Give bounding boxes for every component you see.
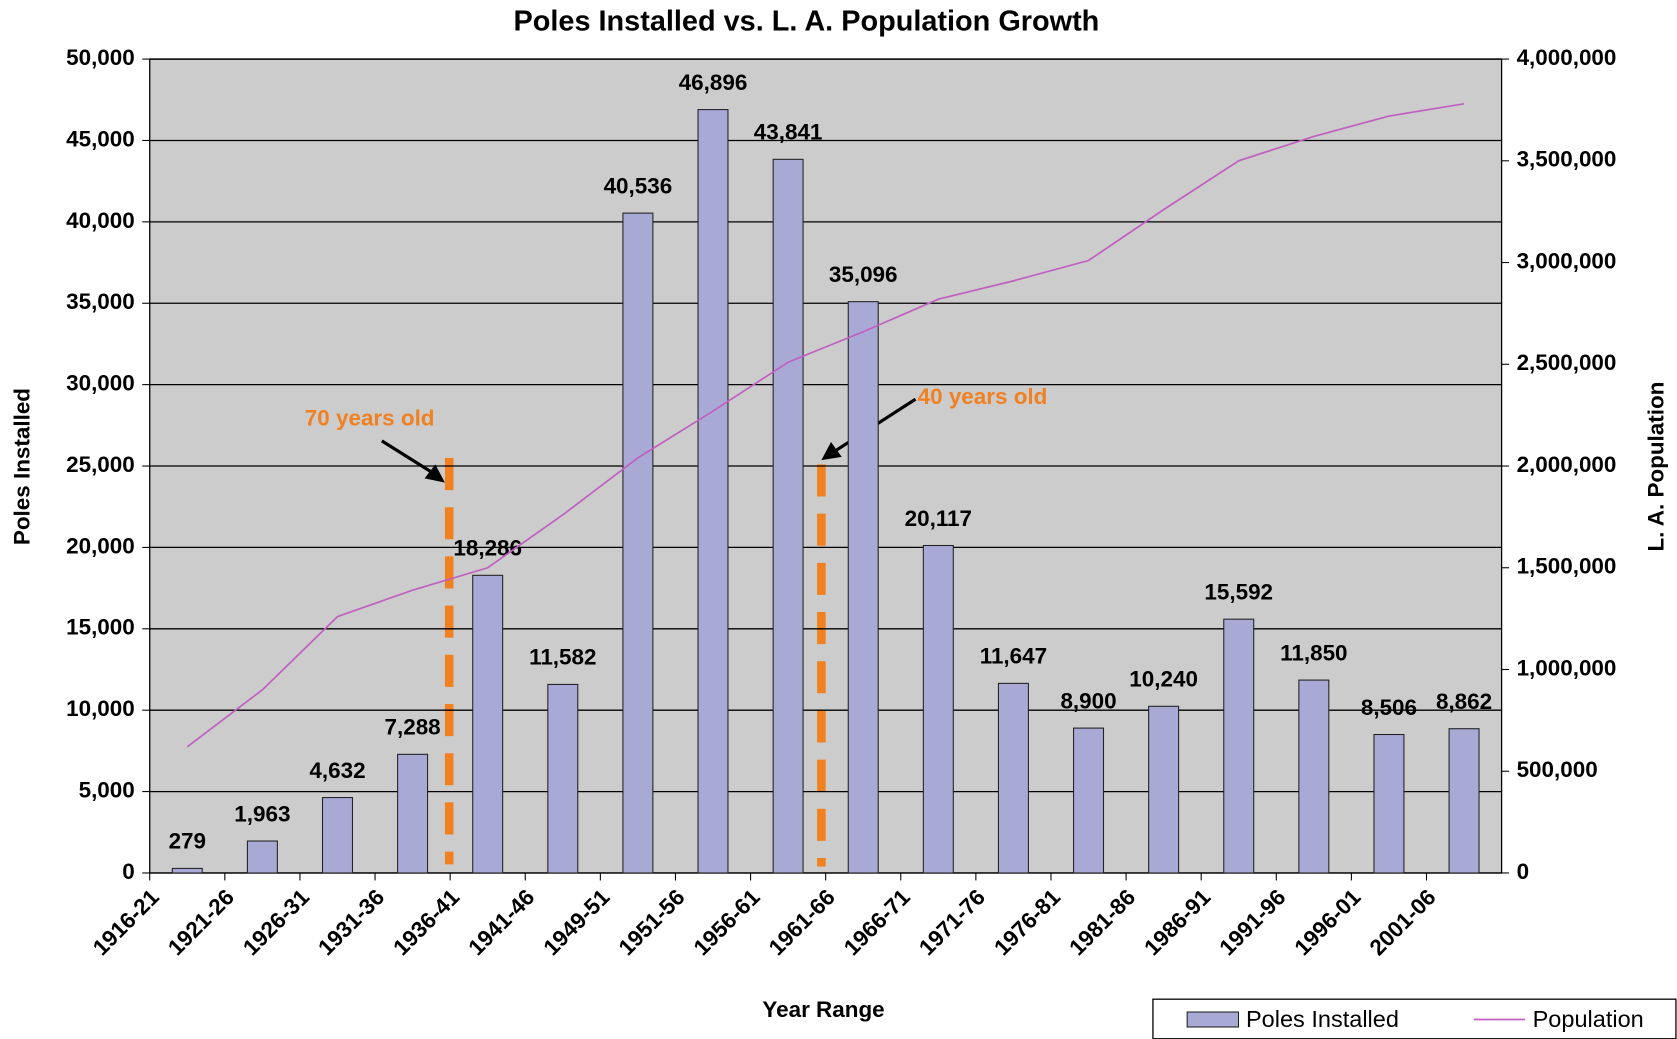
x-tick-label: 1936-41 bbox=[388, 884, 464, 960]
y2-axis-title: L. A. Population bbox=[1644, 382, 1669, 552]
bar bbox=[1373, 733, 1405, 874]
y-tick-label: 10,000 bbox=[66, 696, 135, 721]
y2-tick-label: 0 bbox=[1517, 859, 1529, 884]
x-tick-label: 1976-81 bbox=[989, 884, 1065, 960]
data-label: 8,900 bbox=[1060, 688, 1116, 713]
data-label: 18,286 bbox=[453, 536, 522, 561]
bar bbox=[697, 109, 729, 874]
x-tick-label: 1921-26 bbox=[163, 884, 239, 960]
y-tick-label: 40,000 bbox=[66, 208, 135, 233]
legend: Poles Installed Population bbox=[1152, 998, 1677, 1039]
y-tick-label: 20,000 bbox=[66, 533, 135, 558]
bar bbox=[1298, 679, 1330, 874]
y-tick-label: 35,000 bbox=[66, 289, 135, 314]
y-axis-title: Poles Installed bbox=[9, 388, 34, 545]
x-tick-label: 1981-86 bbox=[1064, 884, 1140, 960]
bar bbox=[622, 212, 654, 874]
bar bbox=[772, 158, 804, 874]
x-tick-label: 1961-66 bbox=[764, 884, 840, 960]
x-tick-label: 1916-21 bbox=[88, 884, 164, 960]
legend-label: Poles Installed bbox=[1246, 1006, 1399, 1032]
y2-tick-label: 500,000 bbox=[1517, 757, 1598, 782]
bar bbox=[997, 682, 1029, 874]
x-tick-label: 1966-71 bbox=[839, 884, 915, 960]
annotation: 70 years old bbox=[305, 405, 435, 430]
chart-title: Poles Installed vs. L. A. Population Gro… bbox=[514, 5, 1100, 37]
y2-tick-label: 2,500,000 bbox=[1517, 350, 1617, 375]
y-tick-label: 25,000 bbox=[66, 452, 135, 477]
bar bbox=[922, 544, 954, 874]
y-tick-label: 5,000 bbox=[79, 778, 135, 803]
y-tick-label: 50,000 bbox=[66, 45, 135, 70]
legend-swatch bbox=[1186, 1011, 1240, 1028]
x-axis-title: Year Range bbox=[762, 997, 884, 1022]
data-label: 7,288 bbox=[385, 715, 441, 740]
data-label: 20,117 bbox=[905, 506, 972, 531]
x-tick-label: 1926-31 bbox=[238, 884, 314, 960]
data-label: 8,506 bbox=[1361, 695, 1417, 720]
bar bbox=[1073, 727, 1105, 874]
y-tick-label: 45,000 bbox=[66, 126, 135, 151]
y2-tick-label: 3,000,000 bbox=[1517, 248, 1617, 273]
data-label: 279 bbox=[169, 829, 206, 854]
data-label: 35,096 bbox=[829, 262, 898, 287]
legend-label: Population bbox=[1533, 1006, 1644, 1032]
line bbox=[186, 102, 1465, 748]
data-label: 8,862 bbox=[1436, 689, 1492, 714]
legend-box bbox=[1152, 998, 1677, 1039]
y2-tick-label: 2,000,000 bbox=[1517, 452, 1617, 477]
data-label: 46,896 bbox=[679, 70, 748, 95]
data-label: 11,582 bbox=[529, 645, 596, 670]
data-label: 10,240 bbox=[1129, 667, 1198, 692]
arrow-head bbox=[424, 464, 445, 483]
data-label: 4,632 bbox=[309, 758, 365, 783]
bar bbox=[321, 797, 353, 874]
data-label: 11,647 bbox=[980, 644, 1047, 669]
x-tick-label: 1996-01 bbox=[1290, 884, 1366, 960]
annotations: 70 years old 40 years old bbox=[305, 384, 1048, 867]
data-label: 40,536 bbox=[604, 173, 673, 198]
bar bbox=[547, 683, 579, 874]
data-label: 11,850 bbox=[1280, 640, 1347, 665]
x-tick-label: 1931-36 bbox=[313, 884, 389, 960]
bar bbox=[472, 574, 504, 874]
x-tick-label: 1986-91 bbox=[1139, 884, 1215, 960]
y-tick-label: 15,000 bbox=[66, 615, 135, 640]
arrow-head bbox=[821, 441, 842, 461]
annotation: 40 years old bbox=[918, 384, 1048, 409]
y-tick-label: 30,000 bbox=[66, 371, 135, 396]
y2-tick-label: 1,000,000 bbox=[1517, 655, 1617, 680]
x-tick-label: 2001-06 bbox=[1365, 884, 1441, 960]
bar bbox=[171, 867, 203, 874]
bar bbox=[1448, 728, 1480, 874]
x-tick-label: 1956-61 bbox=[689, 884, 765, 960]
x-tick-label: 1991-96 bbox=[1215, 884, 1291, 960]
bar bbox=[1148, 705, 1180, 874]
y2-tick-label: 3,500,000 bbox=[1517, 147, 1617, 172]
y-tick-label: 0 bbox=[122, 859, 134, 884]
bar bbox=[1223, 618, 1255, 874]
data-label: 1,963 bbox=[234, 801, 290, 826]
x-tick-label: 1971-76 bbox=[914, 884, 990, 960]
arrow bbox=[380, 439, 438, 477]
data-label: 43,841 bbox=[754, 120, 823, 145]
bar bbox=[246, 840, 278, 874]
bar bbox=[847, 301, 879, 874]
y2-tick-label: 1,500,000 bbox=[1517, 554, 1617, 579]
x-tick-label: 1949-51 bbox=[539, 884, 615, 960]
data-label: 15,592 bbox=[1204, 579, 1273, 604]
bar bbox=[397, 753, 429, 874]
x-tick-label: 1941-46 bbox=[463, 884, 539, 960]
y2-tick-label: 4,000,000 bbox=[1517, 45, 1617, 70]
x-tick-label: 1951-56 bbox=[614, 884, 690, 960]
